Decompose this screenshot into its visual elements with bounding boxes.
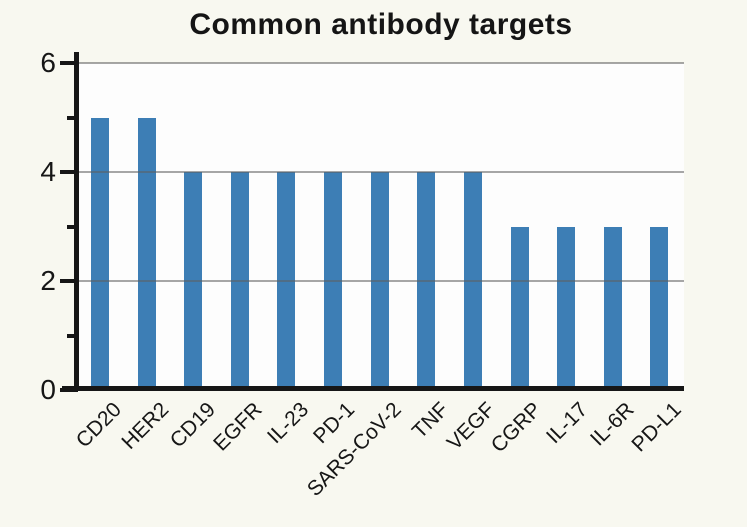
bar: [137, 117, 156, 390]
y-tick-minor: [67, 224, 78, 229]
y-tick-major: [60, 388, 78, 392]
x-tick-label: HER2: [117, 398, 173, 454]
x-tick-label: EGFR: [208, 398, 267, 456]
y-axis-spine: [74, 52, 79, 391]
x-tick-label: PD-L1: [627, 398, 686, 457]
y-tick-minor: [67, 333, 78, 338]
x-tick-label: CGRP: [486, 398, 546, 458]
x-axis-spine: [62, 386, 684, 391]
bar: [91, 117, 109, 390]
bar: [603, 226, 622, 390]
x-tick-label: IL-17: [542, 398, 593, 449]
y-tick-label: 2: [40, 265, 56, 296]
x-tick-label: IL-23: [262, 398, 313, 449]
x-tick-label: CD20: [72, 398, 127, 453]
y-tick-major: [60, 61, 78, 65]
y-tick-label: 6: [40, 47, 56, 78]
gridline: [78, 280, 684, 282]
y-tick-label: 4: [40, 156, 56, 187]
x-tick-label: VEGF: [442, 398, 500, 455]
y-tick-major: [60, 279, 78, 283]
gridline: [78, 62, 684, 64]
y-tick-major: [60, 170, 78, 174]
bar: [510, 226, 529, 390]
y-tick-minor: [67, 115, 78, 120]
bar: [650, 226, 669, 390]
x-tick-label: CD19: [165, 398, 220, 453]
gridline: [78, 171, 684, 173]
bar: [557, 226, 576, 390]
chart-title: Common antibody targets: [189, 8, 573, 41]
y-tick-label: 0: [40, 374, 56, 405]
